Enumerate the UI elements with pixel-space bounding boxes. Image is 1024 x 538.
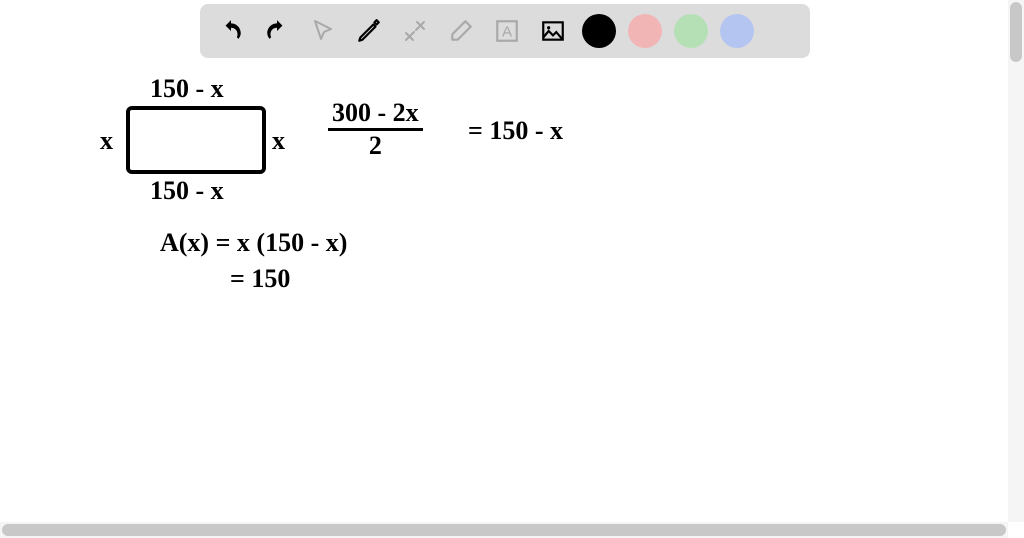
horizontal-scrollbar-thumb[interactable] xyxy=(2,524,1006,536)
drawn-rectangle xyxy=(126,106,266,174)
rectangle-left-label: x xyxy=(100,126,113,156)
whiteboard-viewport: A 150 - x 150 - x x x 300 - 2x 2 = 150 -… xyxy=(0,0,1024,538)
area-equation-line2: = 150 xyxy=(230,264,290,294)
color-swatch-green[interactable] xyxy=(674,14,708,48)
whiteboard-canvas[interactable]: 150 - x 150 - x x x 300 - 2x 2 = 150 - x… xyxy=(0,58,1008,522)
horizontal-scrollbar[interactable] xyxy=(0,522,1008,538)
area-line2-value: 150 xyxy=(251,264,290,293)
fraction-denominator: 2 xyxy=(365,131,386,161)
color-swatch-blue[interactable] xyxy=(720,14,754,48)
color-swatch-pink[interactable] xyxy=(628,14,662,48)
drawing-toolbar: A xyxy=(200,4,810,58)
color-swatch-black[interactable] xyxy=(582,14,616,48)
eraser-tool-button[interactable] xyxy=(444,14,478,48)
redo-button[interactable] xyxy=(260,14,294,48)
pointer-tool-button[interactable] xyxy=(306,14,340,48)
area-line2-prefix: = xyxy=(230,264,251,293)
vertical-scrollbar-thumb[interactable] xyxy=(1010,2,1022,62)
rectangle-top-label: 150 - x xyxy=(150,74,224,104)
rectangle-bottom-label: 150 - x xyxy=(150,176,224,206)
tools-button[interactable] xyxy=(398,14,432,48)
fraction-equals-rhs: = 150 - x xyxy=(468,116,563,146)
text-tool-button[interactable]: A xyxy=(490,14,524,48)
area-equation-line1: A(x) = x (150 - x) xyxy=(160,228,347,258)
rectangle-right-label: x xyxy=(272,126,285,156)
pencil-tool-button[interactable] xyxy=(352,14,386,48)
undo-button[interactable] xyxy=(214,14,248,48)
svg-text:A: A xyxy=(502,23,513,40)
image-tool-button[interactable] xyxy=(536,14,570,48)
vertical-scrollbar[interactable] xyxy=(1008,0,1024,522)
fraction-expression: 300 - 2x 2 xyxy=(328,98,423,161)
fraction-numerator: 300 - 2x xyxy=(328,98,423,128)
